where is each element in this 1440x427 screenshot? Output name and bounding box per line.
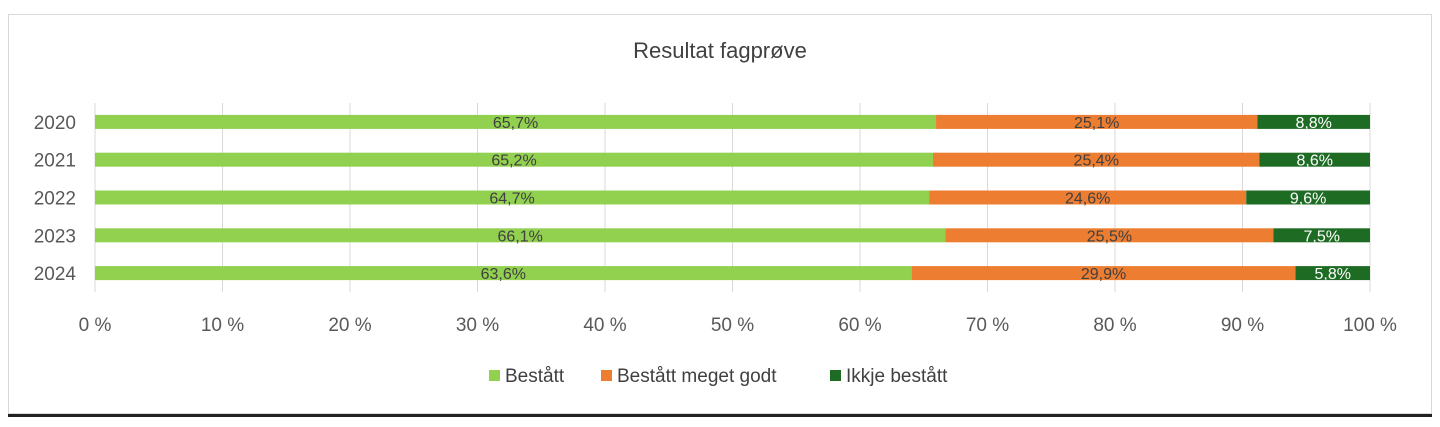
category-label: 2020 xyxy=(34,113,76,134)
category-label: 2024 xyxy=(34,264,77,285)
legend-swatch xyxy=(830,370,841,381)
legend-label: Bestått xyxy=(505,366,565,387)
data-label: 63,6% xyxy=(481,266,526,283)
data-label: 65,7% xyxy=(493,115,538,132)
data-label: 29,9% xyxy=(1081,266,1126,283)
x-tick-labels: 0 % 10 % 20 % 30 % 40 % 50 % 60 % 70 % 80 % 90 % 1… xyxy=(79,315,1397,336)
x-tick-label: 100 % xyxy=(1343,315,1397,336)
legend-label: Ikkje bestått xyxy=(846,366,948,387)
x-tick-label: 80 % xyxy=(1093,315,1136,336)
bar-segment xyxy=(1259,152,1370,167)
data-label: 8,6% xyxy=(1296,153,1332,170)
legend-swatch xyxy=(489,370,500,381)
legend-label: Bestått meget godt xyxy=(617,366,777,387)
data-label: 5,8% xyxy=(1315,266,1351,283)
chart-frame xyxy=(8,14,1432,414)
data-label: 25,5% xyxy=(1087,228,1132,245)
bar-segment xyxy=(1295,266,1370,281)
data-label: 7,5% xyxy=(1304,228,1340,245)
x-tick-label: 20 % xyxy=(328,315,371,336)
bars: 65,7% 25,1% 8,8% 65,2% 25,4% 8,6% 64,7% 24,6% 9,… xyxy=(95,114,1370,283)
category-labels: 2020 2021 2022 2023 2024 xyxy=(34,113,77,285)
bar-segment xyxy=(911,266,1296,281)
bar-segment xyxy=(933,152,1260,167)
bottom-divider xyxy=(8,414,1432,417)
bar-segment xyxy=(95,152,934,167)
data-label: 8,8% xyxy=(1295,115,1331,132)
x-tick-label: 0 % xyxy=(79,315,112,336)
bar-segment xyxy=(95,228,946,243)
bar-segment xyxy=(936,114,1258,129)
data-label: 24,6% xyxy=(1065,191,1110,208)
bar-segment xyxy=(95,266,912,281)
data-label: 25,4% xyxy=(1074,153,1119,170)
x-tick-label: 70 % xyxy=(966,315,1009,336)
category-label: 2023 xyxy=(34,226,76,247)
bar-segment xyxy=(1273,228,1370,243)
chart-title: Resultat fagprøve xyxy=(633,38,807,63)
legend-swatch xyxy=(601,370,612,381)
data-label: 9,6% xyxy=(1290,191,1326,208)
data-label: 64,7% xyxy=(489,191,534,208)
legend: Bestått Bestått meget godt Ikkje bestått xyxy=(489,366,948,387)
bar-segment xyxy=(95,190,930,205)
bar-segment xyxy=(929,190,1247,205)
x-tick-label: 50 % xyxy=(711,315,754,336)
bar-segment xyxy=(1246,190,1370,205)
x-tick-label: 60 % xyxy=(838,315,881,336)
x-tick-label: 30 % xyxy=(456,315,499,336)
x-tick-label: 90 % xyxy=(1221,315,1264,336)
bar-segment xyxy=(945,228,1274,243)
data-label: 66,1% xyxy=(498,228,543,245)
bar-segment xyxy=(95,114,937,129)
x-tick-label: 10 % xyxy=(201,315,244,336)
bar-segment xyxy=(1257,114,1370,129)
data-label: 25,1% xyxy=(1074,115,1119,132)
data-label: 65,2% xyxy=(491,153,536,170)
category-label: 2022 xyxy=(34,189,76,210)
x-tick-label: 40 % xyxy=(583,315,626,336)
category-label: 2021 xyxy=(34,151,76,172)
